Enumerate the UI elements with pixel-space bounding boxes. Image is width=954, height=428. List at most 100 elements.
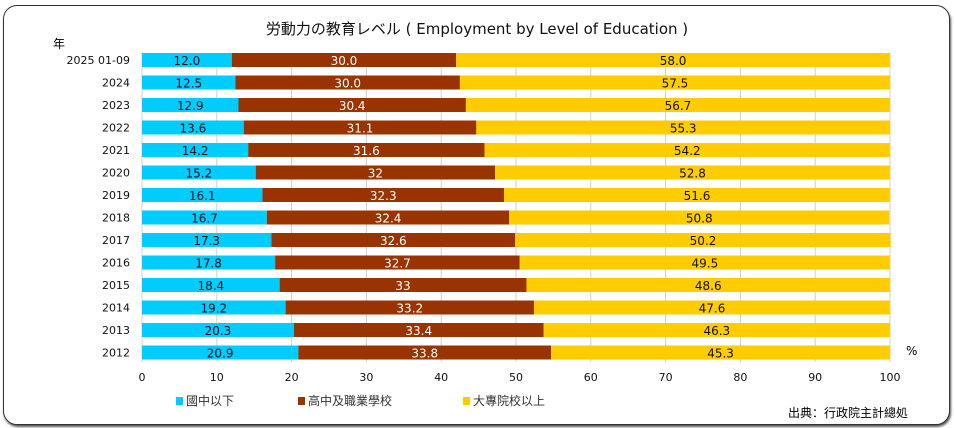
y-tick-label: 2022 <box>102 122 130 135</box>
data-label: 31.1 <box>347 122 374 136</box>
bar-segment <box>142 210 267 225</box>
x-tick-label: 60 <box>584 371 598 384</box>
bar-segment <box>142 300 286 315</box>
data-label: 50.2 <box>690 234 717 248</box>
data-label: 12.9 <box>177 99 204 113</box>
data-label: 47.6 <box>699 302 726 316</box>
x-tick-label: 30 <box>359 371 373 384</box>
bar-segment <box>519 255 890 270</box>
bar-segment <box>142 233 272 247</box>
bar-segment <box>526 278 890 292</box>
data-label: 45.3 <box>707 347 734 361</box>
x-tick-label: 0 <box>139 371 146 384</box>
y-tick-label: 2017 <box>102 234 130 247</box>
bar-segment <box>255 165 496 180</box>
data-label: 56.7 <box>665 99 692 113</box>
data-label: 33.2 <box>396 302 423 316</box>
bar-segment <box>551 345 890 360</box>
data-label: 17.3 <box>193 234 220 248</box>
y-tick-label: 2021 <box>102 144 130 157</box>
y-tick-label: 2024 <box>102 77 130 90</box>
bar-segment <box>459 75 890 90</box>
bar-segment <box>504 188 890 202</box>
bar-segment <box>142 53 232 67</box>
bar-segment <box>142 120 244 135</box>
legend-item-1: 高中及職業學校 <box>298 392 392 409</box>
x-tick-label: 10 <box>210 371 224 384</box>
bar-segment <box>533 300 890 315</box>
bar-segment <box>142 323 294 337</box>
data-label: 14.2 <box>182 144 209 158</box>
data-label: 20.9 <box>207 347 234 361</box>
bar-segment <box>298 345 552 360</box>
data-label: 50.8 <box>686 212 713 226</box>
legend-swatch <box>463 396 470 405</box>
x-axis-label: % <box>906 344 918 358</box>
chart-title: 労動力の教育レベル ( Employment by Level of Educa… <box>265 20 689 38</box>
x-tick-label: 20 <box>285 371 299 384</box>
data-label: 19.2 <box>200 302 227 316</box>
data-label: 54.2 <box>674 144 701 158</box>
bar-segment <box>142 278 280 292</box>
bar-segment <box>266 210 510 225</box>
bar-segment <box>142 188 263 202</box>
data-label: 20.3 <box>205 324 232 338</box>
y-tick-label: 2019 <box>102 189 130 202</box>
y-tick-label: 2023 <box>102 99 130 112</box>
bar-segment <box>275 255 520 270</box>
bar-segment <box>484 143 890 157</box>
data-label: 46.3 <box>703 324 730 338</box>
bar-segment <box>509 210 890 225</box>
x-tick-label: 70 <box>659 371 673 384</box>
data-label: 32 <box>368 167 383 181</box>
data-label: 32.6 <box>380 234 407 248</box>
data-label: 16.1 <box>189 189 216 203</box>
x-tick-label: 100 <box>880 371 901 384</box>
bar-segment <box>543 323 890 337</box>
data-label: 30.0 <box>331 54 358 68</box>
data-label: 17.8 <box>195 257 222 271</box>
bar-segment <box>142 255 276 270</box>
data-label: 57.5 <box>662 77 689 91</box>
bar-segment <box>465 98 890 112</box>
data-label: 58.0 <box>660 54 687 68</box>
bar-segment <box>279 278 527 292</box>
bar-segment <box>293 323 544 337</box>
bar-segment <box>285 300 534 315</box>
data-label: 32.4 <box>375 212 402 226</box>
bar-segment <box>495 165 890 180</box>
bar-segment <box>243 120 477 135</box>
bar-segment <box>248 143 485 157</box>
bar-segment <box>235 75 460 90</box>
data-label: 30.0 <box>334 77 361 91</box>
y-tick-label: 2025 01-09 <box>67 54 130 67</box>
x-tick-label: 80 <box>733 371 747 384</box>
y-tick-label: 2014 <box>102 302 130 315</box>
data-label: 18.4 <box>197 279 224 293</box>
y-tick-label: 2016 <box>102 257 130 270</box>
data-label: 31.6 <box>353 144 380 158</box>
data-label: 12.5 <box>175 77 202 91</box>
bar-segment <box>142 165 256 180</box>
legend-item-2: 大專院校以上 <box>463 392 545 409</box>
legend-label: 高中及職業學校 <box>308 394 393 408</box>
data-label: 49.5 <box>692 257 719 271</box>
legend-label: 大專院校以上 <box>473 394 546 408</box>
data-label: 52.8 <box>679 167 706 181</box>
legend-swatch <box>176 396 183 405</box>
y-tick-label: 2015 <box>102 279 130 292</box>
legend-label: 國中以下 <box>186 394 235 408</box>
legend-item-0: 國中以下 <box>176 392 234 409</box>
data-label: 32.7 <box>384 257 411 271</box>
data-label: 16.7 <box>191 212 218 226</box>
data-label: 33.4 <box>405 324 432 338</box>
bar-segment <box>271 233 516 247</box>
bar-segment <box>142 143 249 157</box>
y-tick-label: 2020 <box>102 167 130 180</box>
data-label: 32.3 <box>370 189 397 203</box>
bar-segment <box>142 345 299 360</box>
source-note: 出典：行政院主計總処 <box>788 406 909 420</box>
data-label: 13.6 <box>180 122 207 136</box>
data-label: 15.2 <box>185 167 212 181</box>
